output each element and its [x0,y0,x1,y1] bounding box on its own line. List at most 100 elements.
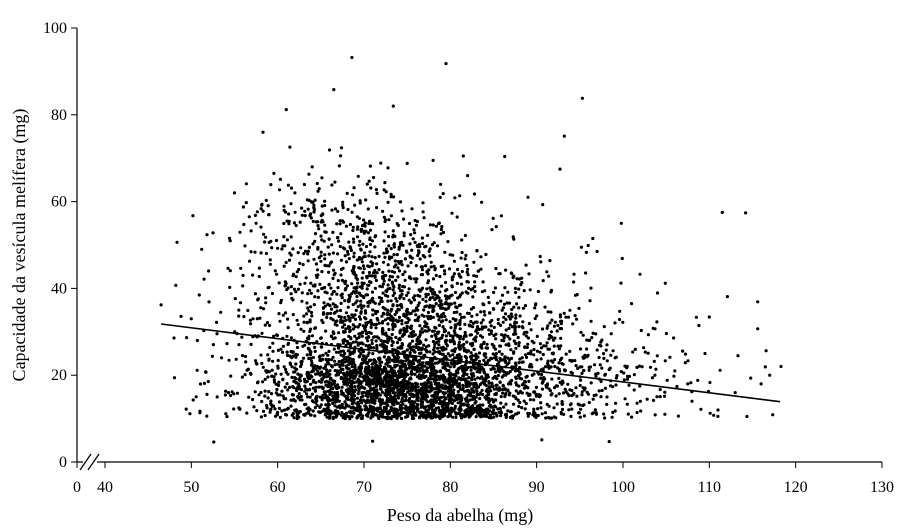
data-point [596,371,600,375]
data-point [411,358,415,362]
data-point [311,242,315,246]
data-point [457,343,461,347]
data-point [377,268,381,272]
data-point [385,383,389,387]
data-point [415,402,420,406]
data-point [426,408,430,412]
data-point [321,220,325,224]
data-point [371,313,375,317]
data-point [319,254,323,258]
data-point [542,377,546,381]
data-point [350,365,354,369]
data-point [392,243,396,247]
data-point [469,368,473,372]
data-point [303,380,307,384]
data-point [263,389,267,393]
data-point [294,355,298,359]
data-point [388,392,392,396]
data-point [651,398,656,402]
data-point [397,319,401,323]
data-point [397,412,401,416]
data-point [478,406,482,410]
outlier-point [580,96,585,100]
data-point [589,319,593,323]
data-point [285,353,290,357]
data-point [292,416,296,420]
data-point [444,354,448,359]
data-point [348,415,352,419]
data-point [487,301,491,305]
data-point [562,311,566,315]
data-point [580,393,584,397]
data-point [395,401,399,405]
data-point [249,322,253,326]
data-point [286,342,290,346]
data-point [346,340,350,344]
data-point [337,164,341,168]
data-point [241,205,245,209]
data-point [506,334,510,338]
data-point [466,403,470,407]
data-point [304,312,309,316]
outlier-point [703,351,707,356]
data-point [443,272,447,276]
data-point [408,405,412,409]
data-point [503,312,508,316]
data-point [459,275,463,279]
outlier-point [339,146,344,150]
data-point [366,207,370,211]
data-point [197,293,201,297]
data-point [333,369,337,373]
data-point [505,362,509,366]
data-point [319,234,323,238]
data-point [366,335,371,339]
data-point [429,368,433,372]
data-point [434,302,438,306]
data-point [356,392,360,396]
data-point [499,299,503,303]
data-point [261,365,265,369]
data-point [413,372,417,376]
data-point [438,195,442,199]
data-point [471,341,475,345]
data-point [436,331,440,336]
data-point [495,387,499,391]
data-point [284,412,288,417]
data-point [363,251,367,255]
data-point [351,327,355,331]
data-point [689,381,693,385]
data-point [439,395,443,400]
data-point [439,299,443,303]
data-point [501,383,505,387]
data-point [465,384,469,388]
data-point [357,386,361,390]
data-point [422,414,426,418]
data-point [570,388,574,393]
data-point [375,206,379,210]
data-point [336,286,340,290]
x-tick-label: 80 [442,479,458,496]
data-point [339,389,343,393]
data-point [451,334,455,338]
data-point [356,281,360,285]
data-point [370,338,374,342]
data-point [299,246,303,250]
data-point [309,281,313,285]
data-point [494,337,498,341]
data-point [451,353,455,357]
data-point [339,301,343,305]
data-point [526,414,530,418]
data-point [443,401,447,405]
data-point [404,398,408,402]
data-point [225,342,229,346]
data-point [312,210,316,214]
y-tick-label: 20 [51,367,67,384]
data-point [397,315,402,319]
data-point [391,327,395,331]
data-point [453,323,457,327]
x-tick-label: 90 [529,479,545,496]
data-point [311,219,315,223]
data-point [362,255,366,259]
outlier-point [444,62,448,66]
data-point [477,367,481,371]
